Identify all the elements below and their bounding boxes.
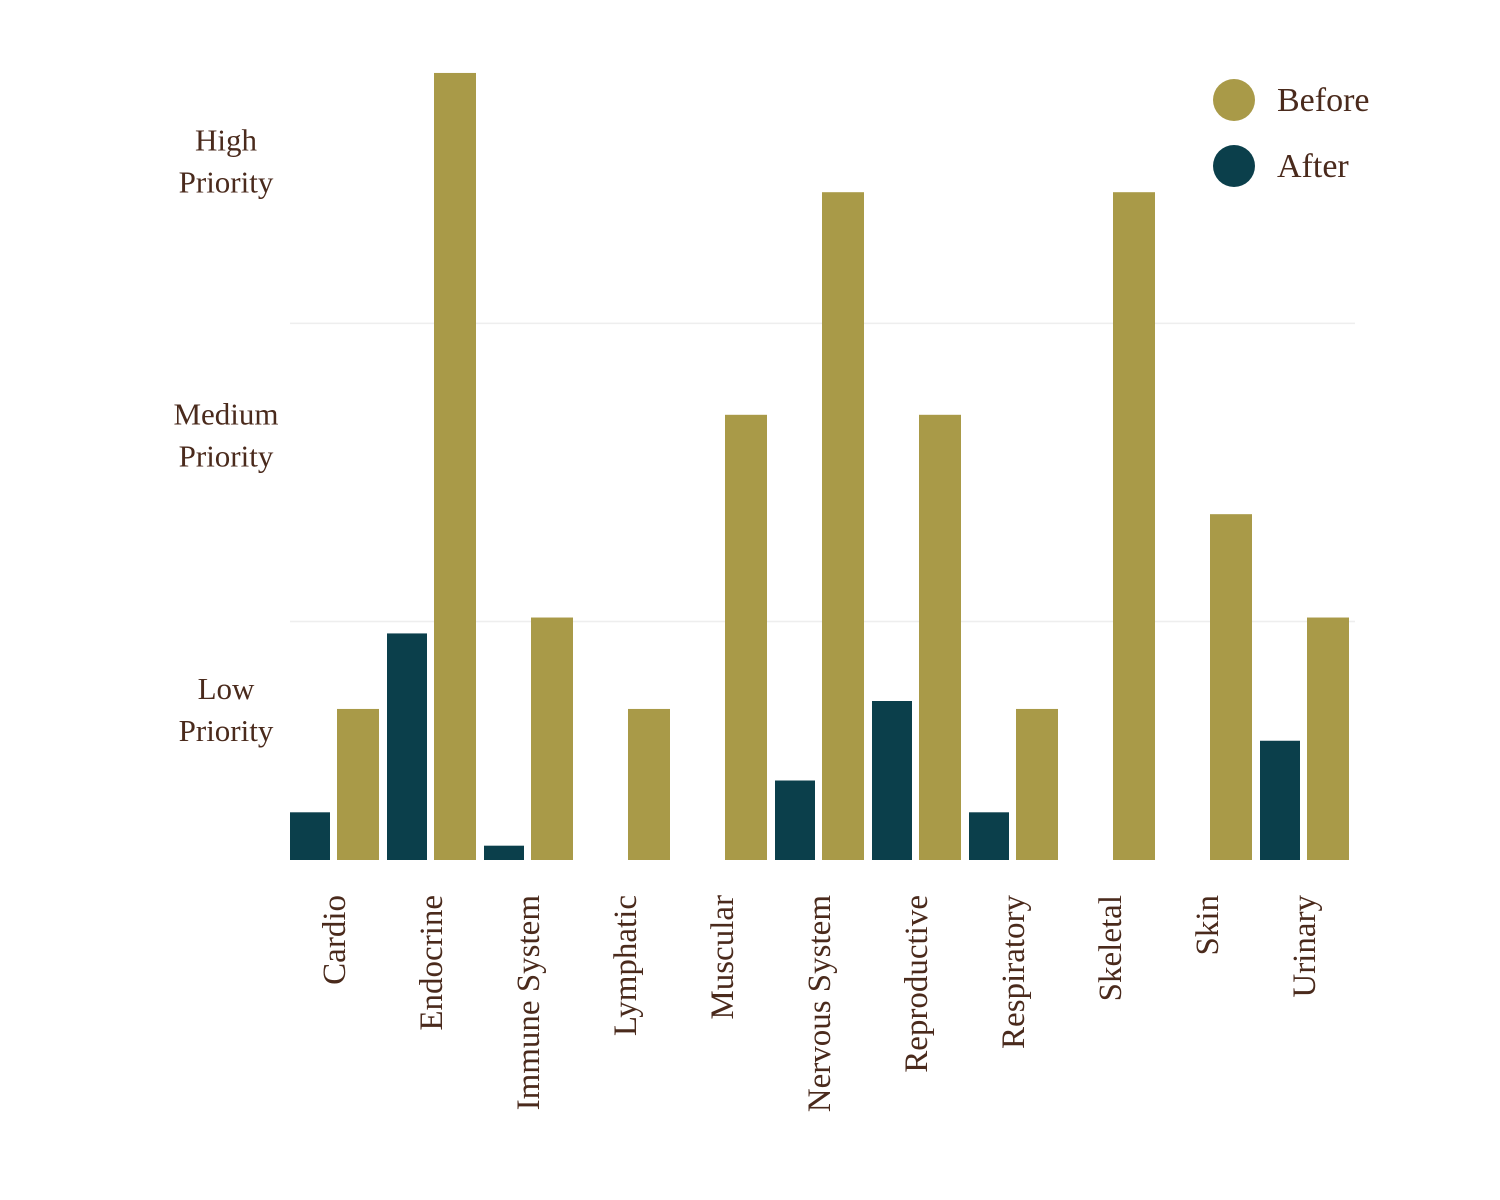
bar-after-respiratory [969, 812, 1009, 860]
bar-before-lymphatic [628, 708, 670, 860]
bar-before-urinary [1307, 617, 1349, 860]
bars [290, 72, 1349, 860]
legend-label-before: Before [1277, 82, 1370, 119]
y-axis-labels: Low Priority Medium Priority High Priority [173, 122, 278, 748]
bar-before-endocrine [434, 72, 476, 860]
x-tick-label-skeletal: Skeletal [1093, 895, 1129, 1001]
bar-after-urinary [1260, 740, 1300, 860]
x-tick-label-muscular: Muscular [705, 895, 741, 1020]
legend: Before After [1213, 79, 1370, 187]
x-tick-label-urinary: Urinary [1287, 895, 1323, 998]
x-tick-label-cardio: Cardio [317, 895, 353, 985]
y-tick-label-medium: Medium Priority [173, 397, 278, 474]
x-tick-label-nervous-system: Nervous System [802, 895, 838, 1113]
legend-label-after: After [1277, 148, 1349, 185]
x-axis-labels: Cardio Endocrine Immune System Lymphatic Mus… [317, 895, 1323, 1113]
bar-before-cardio [337, 708, 379, 860]
bar-before-nervous-system [822, 192, 864, 860]
bar-before-immune-system [531, 617, 573, 860]
legend-swatch-before [1213, 79, 1255, 121]
bar-after-cardio [290, 812, 330, 860]
x-tick-label-endocrine: Endocrine [414, 895, 450, 1031]
bar-before-muscular [725, 414, 767, 860]
x-tick-label-respiratory: Respiratory [996, 895, 1032, 1049]
bar-before-respiratory [1016, 708, 1058, 860]
x-tick-label-immune-system: Immune System [511, 895, 547, 1111]
bar-after-endocrine [387, 633, 427, 860]
bar-before-reproductive [919, 414, 961, 860]
bar-after-nervous-system [775, 780, 815, 860]
bar-after-immune-system [484, 845, 524, 860]
bar-after-reproductive [872, 701, 912, 860]
x-tick-label-reproductive: Reproductive [899, 895, 935, 1073]
y-tick-label-high: High Priority [179, 122, 274, 199]
x-tick-label-skin: Skin [1190, 895, 1226, 956]
bar-before-skin [1210, 514, 1252, 860]
legend-swatch-after [1213, 145, 1255, 187]
x-tick-label-lymphatic: Lymphatic [608, 895, 644, 1036]
y-tick-label-low: Low Priority [179, 671, 274, 748]
bar-before-skeletal [1113, 192, 1155, 860]
